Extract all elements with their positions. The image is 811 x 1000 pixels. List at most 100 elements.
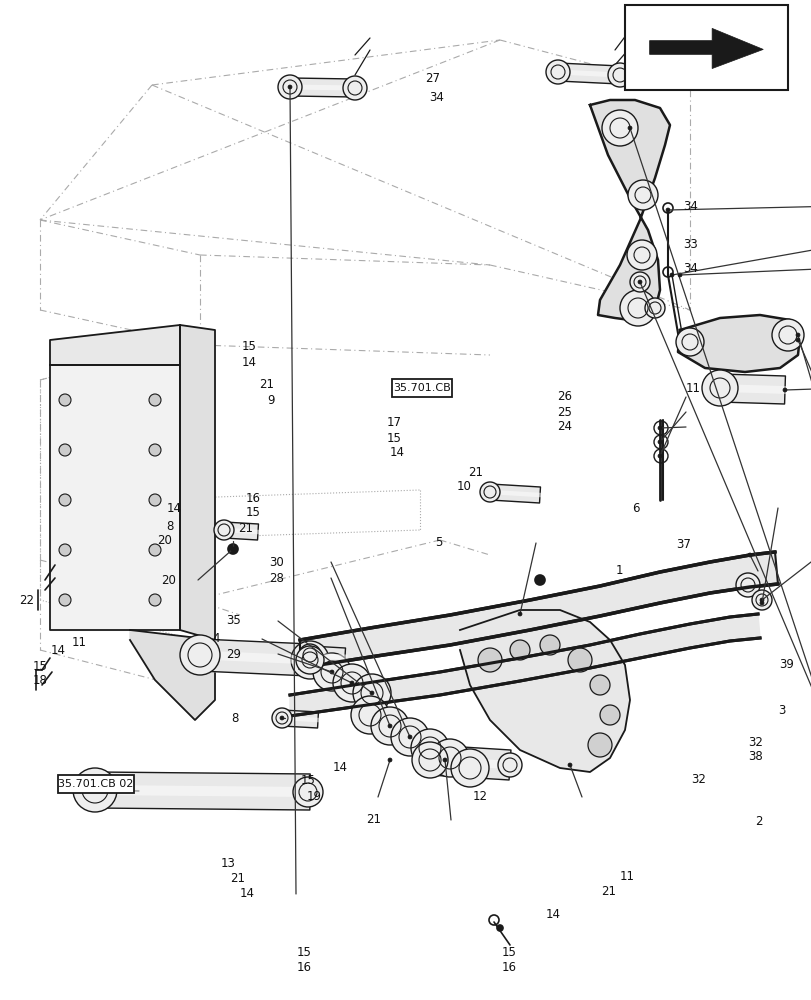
Polygon shape	[649, 28, 762, 69]
Text: 28: 28	[268, 572, 283, 584]
Circle shape	[288, 85, 292, 89]
Text: 2: 2	[754, 815, 762, 828]
Circle shape	[411, 742, 448, 778]
Circle shape	[590, 675, 609, 695]
Circle shape	[657, 454, 661, 458]
Circle shape	[782, 388, 786, 392]
Circle shape	[626, 240, 656, 270]
Text: 15: 15	[242, 340, 256, 354]
Text: 10: 10	[457, 481, 471, 493]
Circle shape	[59, 444, 71, 456]
Circle shape	[370, 691, 374, 695]
Circle shape	[599, 705, 620, 725]
Circle shape	[496, 925, 502, 931]
Polygon shape	[677, 315, 799, 372]
Circle shape	[669, 273, 673, 277]
Circle shape	[637, 280, 642, 284]
Text: 20: 20	[157, 534, 171, 548]
Text: 16: 16	[246, 491, 260, 504]
Circle shape	[230, 547, 234, 551]
Circle shape	[676, 328, 703, 356]
Polygon shape	[557, 63, 620, 84]
Circle shape	[795, 333, 799, 337]
Text: 20: 20	[161, 574, 175, 586]
Circle shape	[479, 482, 500, 502]
Text: 14: 14	[51, 645, 66, 658]
Text: 21: 21	[238, 522, 252, 534]
Text: 21: 21	[366, 813, 380, 826]
Text: 34: 34	[682, 261, 697, 274]
Text: 34: 34	[428, 91, 443, 104]
FancyBboxPatch shape	[58, 775, 134, 793]
Text: 37: 37	[676, 538, 690, 552]
Text: 1: 1	[615, 564, 622, 578]
Circle shape	[627, 126, 631, 130]
Circle shape	[312, 653, 350, 691]
Text: 15: 15	[501, 946, 516, 959]
Text: 11: 11	[619, 870, 633, 883]
Polygon shape	[460, 610, 629, 772]
Text: 14: 14	[242, 356, 256, 368]
Circle shape	[388, 724, 392, 728]
Text: 33: 33	[682, 238, 697, 251]
Circle shape	[59, 394, 71, 406]
Polygon shape	[223, 522, 258, 540]
Circle shape	[644, 298, 664, 318]
Text: 15: 15	[296, 946, 311, 959]
Text: 19: 19	[307, 790, 321, 803]
Circle shape	[735, 573, 759, 597]
Circle shape	[677, 273, 681, 277]
Polygon shape	[299, 552, 777, 668]
Circle shape	[407, 735, 411, 739]
Circle shape	[509, 640, 530, 660]
Circle shape	[59, 594, 71, 606]
Text: 35: 35	[225, 614, 240, 628]
Polygon shape	[50, 325, 180, 365]
Text: 8: 8	[166, 520, 174, 534]
Polygon shape	[309, 646, 345, 666]
Text: 22: 22	[19, 594, 33, 607]
Circle shape	[388, 758, 392, 762]
Polygon shape	[199, 639, 311, 676]
Text: 24: 24	[556, 420, 571, 434]
Text: 21: 21	[230, 872, 244, 885]
Text: 4: 4	[212, 633, 220, 646]
Text: 13: 13	[221, 857, 235, 870]
Circle shape	[431, 739, 469, 777]
Text: 30: 30	[268, 556, 283, 568]
Circle shape	[148, 444, 161, 456]
Circle shape	[277, 75, 302, 99]
Circle shape	[329, 670, 333, 674]
Text: 14: 14	[333, 761, 347, 774]
Text: 35.701.CB: 35.701.CB	[393, 383, 451, 393]
Text: 27: 27	[425, 72, 440, 85]
Circle shape	[59, 494, 71, 506]
Circle shape	[568, 763, 571, 767]
Polygon shape	[428, 745, 510, 780]
Circle shape	[657, 426, 661, 430]
Circle shape	[601, 110, 637, 146]
Text: 16: 16	[296, 961, 311, 974]
Text: 14: 14	[545, 908, 560, 921]
Circle shape	[148, 394, 161, 406]
Circle shape	[517, 612, 521, 616]
Text: 34: 34	[682, 200, 697, 213]
Text: 3: 3	[777, 704, 784, 716]
Circle shape	[148, 544, 161, 556]
Polygon shape	[95, 772, 310, 810]
Text: 11: 11	[71, 636, 86, 648]
Text: 14: 14	[389, 446, 404, 460]
Circle shape	[478, 648, 501, 672]
Circle shape	[391, 718, 428, 756]
Circle shape	[180, 635, 220, 675]
Polygon shape	[130, 630, 215, 720]
Circle shape	[371, 707, 409, 745]
Circle shape	[296, 646, 324, 674]
Text: 26: 26	[556, 390, 571, 403]
Circle shape	[450, 749, 488, 787]
Circle shape	[333, 664, 371, 702]
Circle shape	[272, 708, 292, 728]
Circle shape	[214, 520, 234, 540]
Circle shape	[751, 590, 771, 610]
FancyBboxPatch shape	[624, 5, 787, 90]
